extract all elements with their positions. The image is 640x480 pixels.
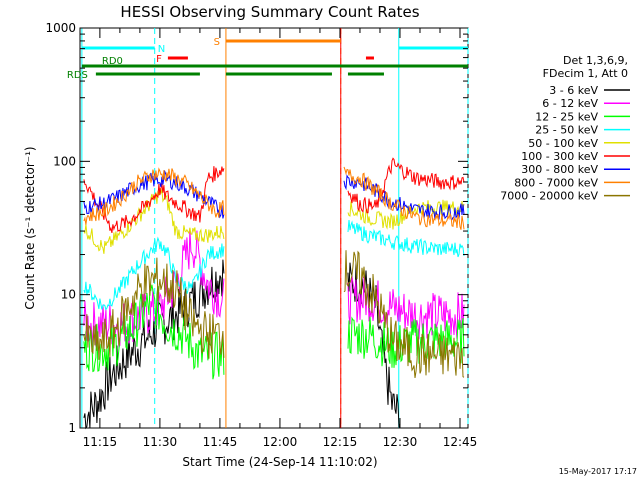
x-tick-label: 12:45 — [443, 435, 478, 449]
x-tick-label: 11:15 — [83, 435, 118, 449]
legend-entry-label: 25 - 50 keV — [535, 124, 598, 137]
y-tick-label: 10 — [61, 288, 76, 302]
legend-entry-label: 100 - 300 keV — [521, 150, 598, 163]
flag-label-f: F — [156, 54, 162, 65]
series-line — [347, 157, 465, 214]
series-line — [343, 174, 465, 221]
x-tick-label: 11:45 — [203, 435, 238, 449]
legend-entry-label: 6 - 12 keV — [542, 97, 598, 110]
series-lines — [83, 157, 465, 430]
flag-label-s: S — [214, 37, 220, 48]
series-line — [343, 166, 465, 230]
x-axis-label: Start Time (24-Sep-14 11:10:02) — [182, 455, 377, 469]
series-line — [83, 284, 225, 380]
plot-frame — [79, 27, 469, 429]
flag-label-n: N — [158, 44, 165, 55]
legend-entry-label: 3 - 6 keV — [549, 84, 598, 97]
x-axis: 11:15 11:30 11:45 12:00 12:15 12:30 12:45 — [83, 28, 478, 449]
legend-header: FDecim 1, Att 0 — [543, 67, 628, 80]
legend-entry-label: 7000 - 20000 keV — [500, 190, 598, 203]
x-tick-label: 11:30 — [143, 435, 178, 449]
series-line — [347, 219, 465, 258]
vertical-markers — [81, 28, 469, 428]
legend-header: Det 1,3,6,9, — [563, 54, 628, 67]
legend-entry-label: 50 - 100 keV — [528, 137, 598, 150]
series-line — [83, 166, 225, 234]
series-line — [343, 250, 465, 378]
flag-bars: NF S RD0 RDS — [67, 37, 468, 81]
legend-entry-label: 800 - 7000 keV — [514, 176, 598, 189]
y-tick-label: 1000 — [45, 21, 76, 35]
series-line — [83, 257, 225, 360]
legend-entry-label: 12 - 25 keV — [535, 110, 598, 123]
chart-title: HESSI Observing Summary Count Rates — [120, 3, 419, 21]
legend-entry-label: 300 - 800 keV — [521, 163, 598, 176]
footer-date: 15-May-2017 17:17 — [559, 467, 637, 476]
y-tick-label: 1 — [68, 421, 76, 435]
y-axis-label: Count Rate (s⁻¹ detector⁻¹) — [23, 146, 37, 309]
flag-label-rds: RDS — [67, 70, 88, 81]
y-axis: 1 10 100 1000 — [45, 21, 468, 435]
series-line — [83, 167, 225, 225]
series-line — [83, 188, 225, 254]
y-tick-label: 100 — [53, 154, 76, 168]
x-tick-label: 12:15 — [323, 435, 358, 449]
flag-label-rd0: RD0 — [102, 56, 123, 67]
x-tick-label: 12:00 — [263, 435, 298, 449]
series-line — [83, 236, 225, 311]
x-tick-label: 12:30 — [383, 435, 418, 449]
